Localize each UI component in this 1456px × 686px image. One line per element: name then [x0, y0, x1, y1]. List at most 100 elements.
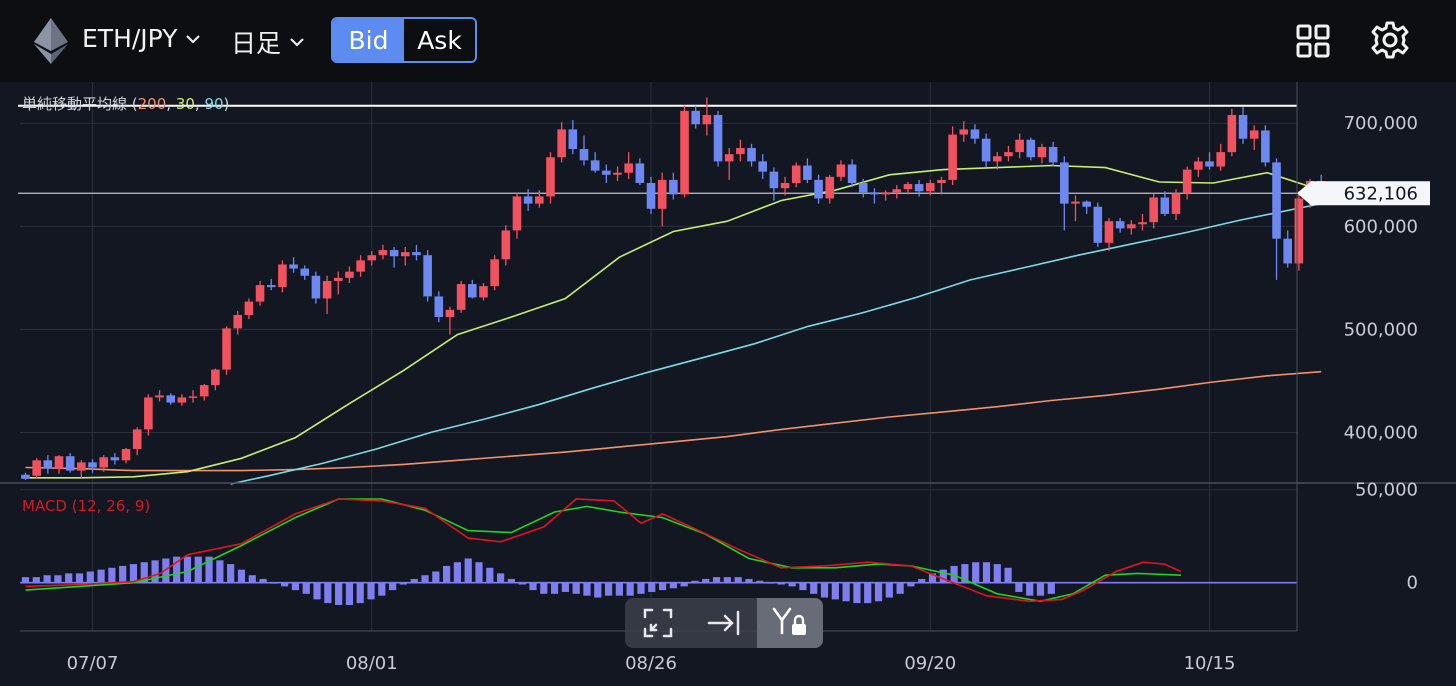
candle — [479, 283, 488, 301]
macd-histogram — [21, 556, 1055, 605]
histogram-bar — [97, 569, 105, 583]
candle — [1060, 156, 1069, 231]
histogram-bar — [507, 578, 515, 583]
candle-body — [791, 165, 801, 184]
candle — [322, 275, 332, 314]
histogram-bar — [928, 573, 937, 583]
histogram-bar — [648, 582, 656, 592]
candle — [1182, 166, 1192, 200]
histogram-bar — [691, 580, 699, 583]
candle — [691, 105, 700, 129]
ask-button[interactable]: Ask — [404, 19, 475, 61]
histogram-bar — [594, 582, 602, 598]
histogram-bar — [129, 564, 138, 583]
candle-body — [1071, 201, 1080, 204]
candle — [132, 427, 142, 456]
arrow-to-end-icon — [707, 610, 740, 636]
pair-selector[interactable]: ETH/JPY — [82, 24, 201, 53]
candle-body — [881, 192, 890, 195]
candle — [959, 121, 969, 142]
candle — [769, 167, 779, 201]
candle-body — [1004, 152, 1013, 157]
candle — [1238, 106, 1248, 144]
candle — [244, 298, 254, 320]
candle-body — [579, 149, 589, 161]
candle-body — [456, 284, 466, 310]
current-price-tag: 632,106 — [1297, 181, 1430, 206]
macd-plot — [20, 498, 1297, 605]
histogram-bar — [410, 578, 418, 583]
histogram-bar — [65, 573, 73, 583]
histogram-bar — [475, 562, 483, 583]
candle-body — [691, 110, 700, 125]
candle-body — [1060, 162, 1069, 204]
histogram-bar — [734, 577, 742, 583]
histogram-bar — [637, 582, 645, 594]
histogram-bar — [367, 582, 375, 600]
candle — [1138, 213, 1147, 231]
timeframe-selector[interactable]: 日足 — [231, 24, 305, 60]
candle-body — [769, 171, 779, 189]
candle — [724, 147, 734, 180]
candle-body — [389, 250, 399, 257]
y-tick-label: 700,000 — [1344, 113, 1418, 134]
fit-screen-button[interactable] — [625, 598, 691, 648]
candle — [199, 384, 209, 401]
candle — [412, 244, 421, 261]
candle — [747, 143, 756, 167]
candle — [188, 390, 198, 403]
gear-icon[interactable] — [1370, 20, 1410, 60]
candle — [99, 455, 108, 472]
candle-body — [758, 161, 768, 172]
histogram-bar — [75, 573, 84, 583]
candle-body — [959, 129, 969, 135]
histogram-bar — [896, 582, 904, 594]
timeframe-label: 日足 — [231, 29, 282, 58]
candle — [646, 176, 656, 214]
scroll-to-latest-button[interactable] — [691, 598, 757, 648]
histogram-bar — [853, 582, 861, 604]
histogram-bar — [54, 575, 62, 583]
candle-body — [814, 179, 823, 199]
histogram-bar — [1047, 582, 1055, 594]
x-axis: 07/07 08/01 08/26 09/20 10/15 — [67, 653, 1236, 674]
candle-body — [512, 196, 522, 231]
histogram-bar — [540, 582, 548, 594]
candle-body — [445, 309, 455, 318]
candle — [88, 459, 97, 473]
sma30-param: 30 — [176, 95, 195, 113]
x-tick-label: 10/15 — [1184, 653, 1236, 674]
histogram-bar — [324, 582, 332, 604]
candle-body — [635, 163, 645, 184]
lock-y-axis-button[interactable] — [757, 598, 823, 648]
histogram-bar — [810, 582, 818, 594]
grid-layout-icon[interactable] — [1296, 24, 1330, 58]
candle-body — [646, 183, 656, 209]
pair-label: ETH/JPY — [82, 24, 178, 53]
histogram-bar — [119, 565, 127, 583]
candle — [1026, 137, 1036, 161]
candle — [669, 172, 678, 200]
histogram-bar — [864, 582, 872, 604]
bid-ask-toggle: Bid Ask — [331, 17, 477, 63]
candle-body — [669, 179, 678, 195]
candle — [434, 291, 444, 323]
bid-button[interactable]: Bid — [333, 19, 404, 61]
candle — [333, 271, 343, 295]
candle — [1194, 157, 1203, 177]
price-chart[interactable]: 単純移動平均線 (200, 30, 90) MACD (12, 26, 9) 4… — [0, 82, 1456, 686]
candle-body — [1182, 169, 1192, 194]
x-tick-label: 08/26 — [625, 653, 677, 674]
chevron-down-icon — [186, 34, 201, 44]
histogram-bar — [712, 577, 721, 583]
candle-body — [244, 301, 254, 315]
candle-body — [155, 395, 164, 398]
candle-body — [892, 189, 902, 193]
histogram-bar — [313, 582, 321, 600]
candle — [389, 246, 399, 268]
histogram-bar — [993, 564, 1001, 583]
histogram-bar — [723, 577, 731, 583]
candle-body — [523, 196, 533, 204]
histogram-bar — [453, 562, 462, 583]
candle — [624, 152, 633, 179]
